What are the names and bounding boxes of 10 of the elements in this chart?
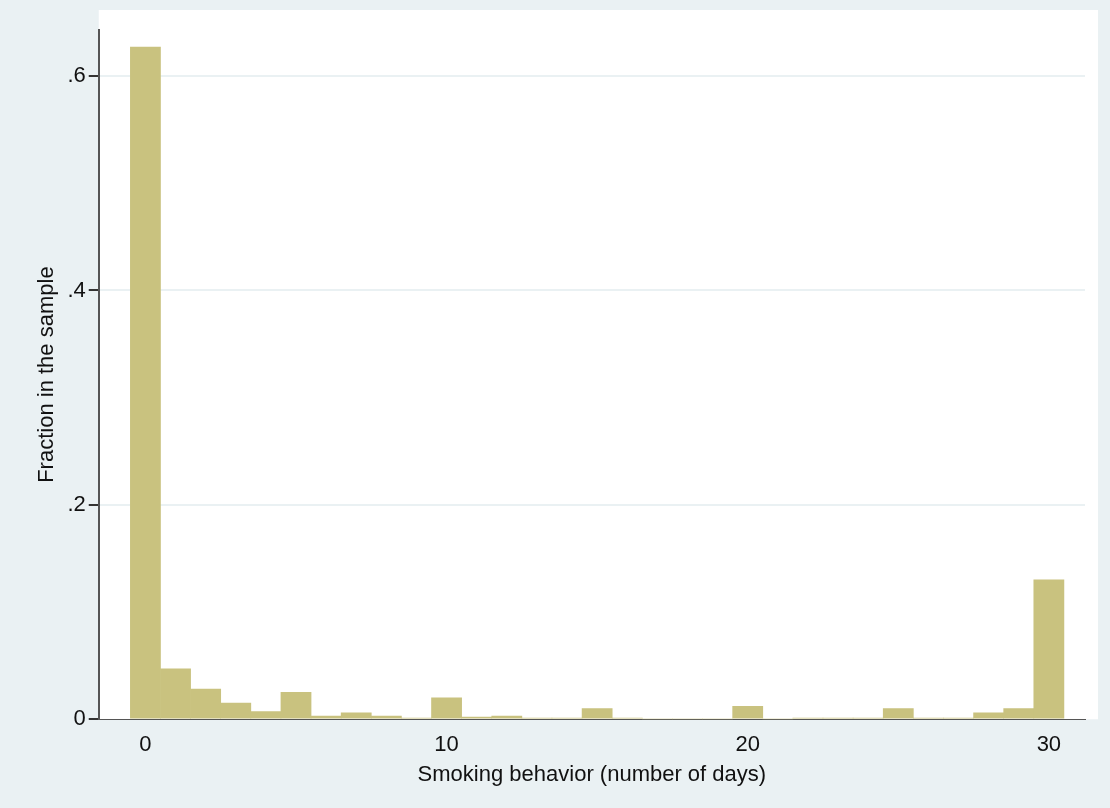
- y-tick-label: .2: [67, 490, 86, 516]
- y-tick-label: .4: [67, 276, 86, 302]
- x-tick-label: 0: [139, 731, 152, 757]
- y-axis-title: Fraction in the sample: [33, 266, 59, 483]
- y-tick-label: 0: [73, 705, 86, 731]
- x-tick-label: 30: [1036, 731, 1062, 757]
- x-tick-label: 10: [434, 731, 459, 757]
- y-tick-label: .6: [67, 62, 86, 88]
- x-axis-title: Smoking behavior (number of days): [417, 760, 767, 786]
- x-tick-label: 20: [735, 731, 760, 757]
